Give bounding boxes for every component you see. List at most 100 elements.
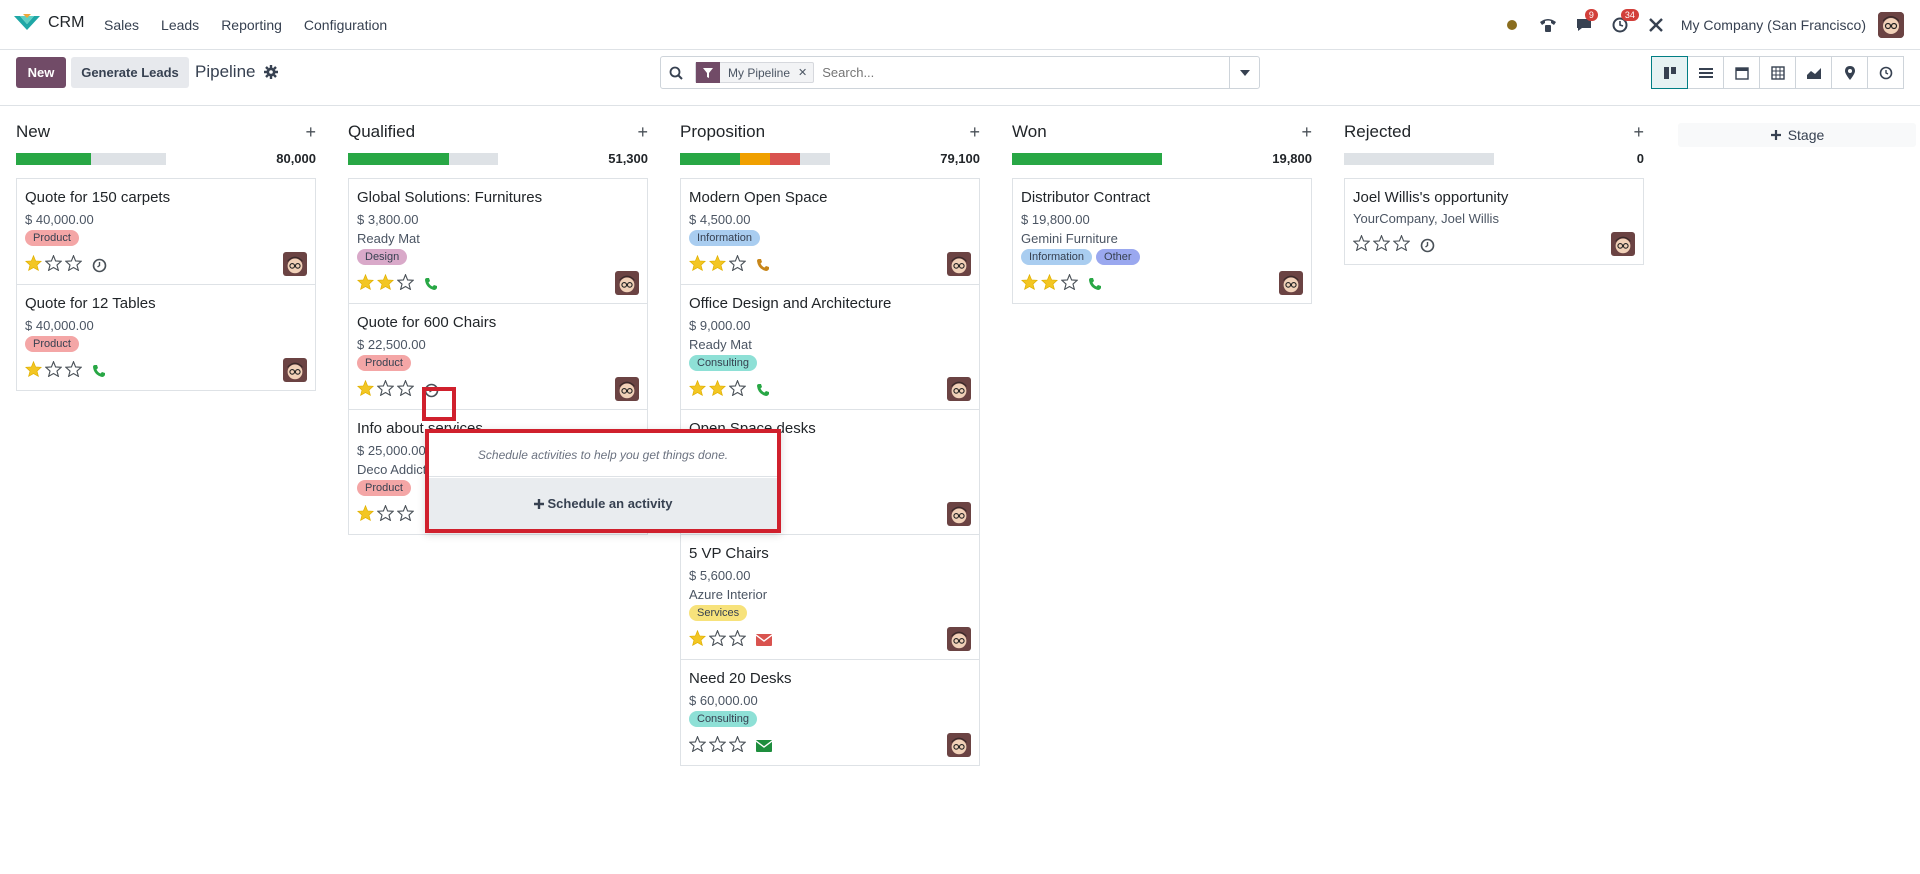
- search-icon[interactable]: [661, 66, 691, 80]
- calendar-view-button[interactable]: [1723, 56, 1760, 89]
- progress-segment[interactable]: [680, 153, 740, 165]
- schedule-activity-button[interactable]: Schedule an activity: [429, 478, 777, 529]
- salesperson-avatar[interactable]: [283, 252, 307, 276]
- lead-card[interactable]: Quote for 600 Chairs $ 22,500.00 Product: [349, 304, 647, 410]
- map-view-button[interactable]: [1831, 56, 1868, 89]
- activity-view-button[interactable]: [1867, 56, 1904, 89]
- priority-star-icon[interactable]: [44, 253, 63, 276]
- priority-star-icon[interactable]: [396, 503, 415, 526]
- kanban-view-button[interactable]: [1651, 56, 1688, 89]
- priority-star-icon[interactable]: [709, 379, 726, 401]
- priority-star-icon[interactable]: [1372, 233, 1391, 256]
- progress-segment[interactable]: [16, 153, 91, 165]
- highlighted-activity-button[interactable]: [422, 387, 456, 421]
- lead-card[interactable]: Global Solutions: Furnitures $ 3,800.00 …: [349, 179, 647, 304]
- email-icon[interactable]: [756, 740, 772, 752]
- priority-star-icon[interactable]: [708, 734, 727, 757]
- messages-icon[interactable]: 9: [1571, 9, 1598, 38]
- column-header[interactable]: Qualified +: [348, 122, 648, 144]
- tools-icon[interactable]: [1643, 12, 1669, 38]
- phone-icon[interactable]: [756, 258, 770, 272]
- progress-segment[interactable]: [1012, 153, 1162, 165]
- gear-icon[interactable]: [263, 65, 278, 79]
- phone-icon[interactable]: [756, 383, 770, 397]
- quick-create-plus-icon[interactable]: +: [305, 122, 316, 142]
- salesperson-avatar[interactable]: [1279, 271, 1303, 295]
- app-brand[interactable]: CRM: [14, 14, 84, 32]
- salesperson-avatar[interactable]: [947, 377, 971, 401]
- salesperson-avatar[interactable]: [615, 271, 639, 295]
- priority-star-icon[interactable]: [376, 503, 395, 526]
- search-input[interactable]: [822, 65, 1203, 80]
- priority-star-icon[interactable]: [376, 378, 395, 401]
- column-header[interactable]: Rejected +: [1344, 122, 1644, 144]
- menu-reporting[interactable]: Reporting: [221, 17, 282, 33]
- priority-star-icon[interactable]: [1352, 233, 1371, 256]
- priority-star-icon[interactable]: [44, 359, 63, 382]
- salesperson-avatar[interactable]: [947, 627, 971, 651]
- progress-segment[interactable]: [740, 153, 770, 165]
- salesperson-avatar[interactable]: [283, 358, 307, 382]
- priority-star-icon[interactable]: [1060, 272, 1079, 295]
- quick-create-plus-icon[interactable]: +: [1633, 122, 1644, 142]
- priority-star-icon[interactable]: [728, 378, 747, 401]
- quick-create-plus-icon[interactable]: +: [1301, 122, 1312, 142]
- priority-star-icon[interactable]: [25, 254, 42, 276]
- column-header[interactable]: Proposition +: [680, 122, 980, 144]
- priority-star-icon[interactable]: [396, 272, 415, 295]
- priority-star-icon[interactable]: [64, 253, 83, 276]
- priority-star-icon[interactable]: [1392, 233, 1411, 256]
- menu-configuration[interactable]: Configuration: [303, 17, 388, 33]
- priority-star-icon[interactable]: [708, 628, 727, 651]
- quick-create-plus-icon[interactable]: +: [969, 122, 980, 142]
- priority-star-icon[interactable]: [688, 734, 707, 757]
- add-stage-button[interactable]: Stage: [1678, 123, 1916, 147]
- email-icon[interactable]: [756, 634, 772, 646]
- priority-star-icon[interactable]: [357, 504, 374, 526]
- lead-card[interactable]: Modern Open Space $ 4,500.00 Information: [681, 179, 979, 285]
- priority-star-icon[interactable]: [689, 629, 706, 651]
- generate-leads-button[interactable]: Generate Leads: [71, 57, 189, 88]
- activities-clock-icon[interactable]: 34: [1607, 9, 1639, 38]
- priority-star-icon[interactable]: [728, 253, 747, 276]
- phone-icon[interactable]: [424, 277, 438, 291]
- column-header[interactable]: New +: [16, 122, 316, 144]
- search-options-dropdown[interactable]: [1229, 57, 1259, 88]
- status-dot-icon[interactable]: [1499, 12, 1525, 38]
- new-button[interactable]: New: [16, 57, 66, 88]
- lead-card[interactable]: Quote for 12 Tables $ 40,000.00 Product: [17, 285, 315, 390]
- phone-icon[interactable]: [1535, 12, 1561, 38]
- phone-icon[interactable]: [1088, 277, 1102, 291]
- graph-view-button[interactable]: [1795, 56, 1832, 89]
- progress-segment[interactable]: [348, 153, 449, 165]
- progress-segment[interactable]: [770, 153, 800, 165]
- priority-star-icon[interactable]: [357, 379, 374, 401]
- column-header[interactable]: Won +: [1012, 122, 1312, 144]
- lead-card[interactable]: Quote for 150 carpets $ 40,000.00 Produc…: [17, 179, 315, 285]
- company-switcher[interactable]: My Company (San Francisco): [1680, 17, 1866, 33]
- priority-star-icon[interactable]: [396, 378, 415, 401]
- priority-star-icon[interactable]: [709, 254, 726, 276]
- menu-sales[interactable]: Sales: [104, 17, 140, 33]
- priority-star-icon[interactable]: [689, 254, 706, 276]
- lead-card[interactable]: Joel Willis's opportunity YourCompany, J…: [1345, 179, 1643, 264]
- lead-card[interactable]: Need 20 Desks $ 60,000.00 Consulting: [681, 660, 979, 765]
- quick-create-plus-icon[interactable]: +: [637, 122, 648, 142]
- lead-card[interactable]: 5 VP Chairs $ 5,600.00 Azure Interior Se…: [681, 535, 979, 660]
- clock-icon[interactable]: [92, 258, 107, 273]
- clock-icon[interactable]: [1420, 238, 1435, 253]
- priority-star-icon[interactable]: [1021, 273, 1038, 295]
- priority-star-icon[interactable]: [377, 273, 394, 295]
- lead-card[interactable]: Office Design and Architecture $ 9,000.0…: [681, 285, 979, 410]
- priority-star-icon[interactable]: [25, 360, 42, 382]
- priority-star-icon[interactable]: [689, 379, 706, 401]
- list-view-button[interactable]: [1687, 56, 1724, 89]
- phone-icon[interactable]: [92, 364, 106, 378]
- salesperson-avatar[interactable]: [947, 733, 971, 757]
- pivot-view-button[interactable]: [1759, 56, 1796, 89]
- priority-star-icon[interactable]: [357, 273, 374, 295]
- user-avatar[interactable]: [1878, 12, 1904, 38]
- salesperson-avatar[interactable]: [615, 377, 639, 401]
- salesperson-avatar[interactable]: [947, 502, 971, 526]
- salesperson-avatar[interactable]: [947, 252, 971, 276]
